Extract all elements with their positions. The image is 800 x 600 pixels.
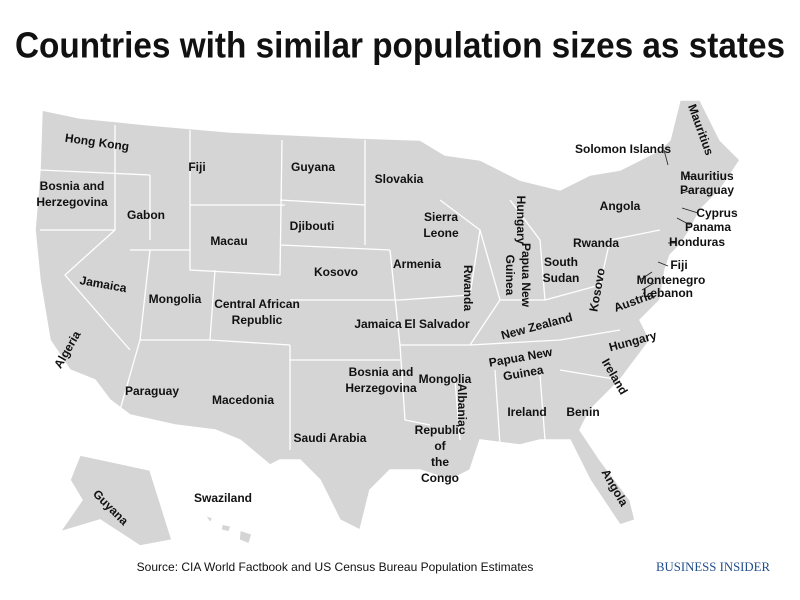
state-label: Mongolia [149,292,202,306]
state-label: Fiji [188,160,205,174]
state-label: Angola [600,199,641,213]
state-label: Rwanda [573,236,619,250]
state-label: South [544,255,578,269]
state-label: Kosovo [314,265,358,279]
state-label: Republic [232,313,283,327]
state-label: Albania [455,383,469,427]
state-label: Sierra [424,210,458,224]
state-label: Panama [685,220,731,234]
state-label: Papua New [519,243,533,308]
state-label: Swaziland [194,491,252,505]
state-label: Mongolia [419,372,472,386]
state-label: Paraguay [680,183,734,197]
state-label: Herzegovina [36,195,108,209]
state-label: Saudi Arabia [294,431,367,445]
state-label: Sudan [543,271,580,285]
state-label: Slovakia [375,172,424,186]
source: Source: CIA World Factbook and US Census… [137,560,534,574]
state-label: Gabon [127,208,165,222]
brand-box [654,558,772,578]
brand: BUSINESS INSIDER [656,559,770,574]
state-label: Mauritius [680,169,734,183]
state-label: Macau [210,234,247,248]
state-label: Guinea [503,255,517,296]
state-label: Bosnia and [349,365,414,379]
state-label: Djibouti [290,219,335,233]
state-label: Lebanon [643,286,693,300]
state-label: Fiji [670,258,687,272]
state-label: Armenia [393,257,441,271]
state-label: Republic [415,423,466,437]
state-label: Herzegovina [345,381,417,395]
state-label: Montenegro [637,273,706,287]
state-label: Guyana [291,160,335,174]
state-label: Bosnia and [40,179,105,193]
state-label: Ireland [507,405,546,419]
state-label: Rwanda [461,265,475,311]
state-label: Paraguay [125,384,179,398]
state-label: Hungary [514,196,528,245]
state-label: Solomon Islands [575,142,671,156]
state-label: Jamaica [354,317,402,331]
state-label: Central African [214,297,300,311]
state-label: Honduras [669,235,725,249]
state-label: Benin [566,405,599,419]
state-label: of [434,439,446,453]
state-label: Congo [421,471,459,485]
state-label: the [431,455,449,469]
state-label: Macedonia [212,393,274,407]
state-label: Cyprus [696,206,738,220]
map [34,99,741,547]
title: Countries with similar population sizes … [15,25,785,66]
state-label: Leone [423,226,459,240]
state-label: El Salvador [404,317,470,331]
